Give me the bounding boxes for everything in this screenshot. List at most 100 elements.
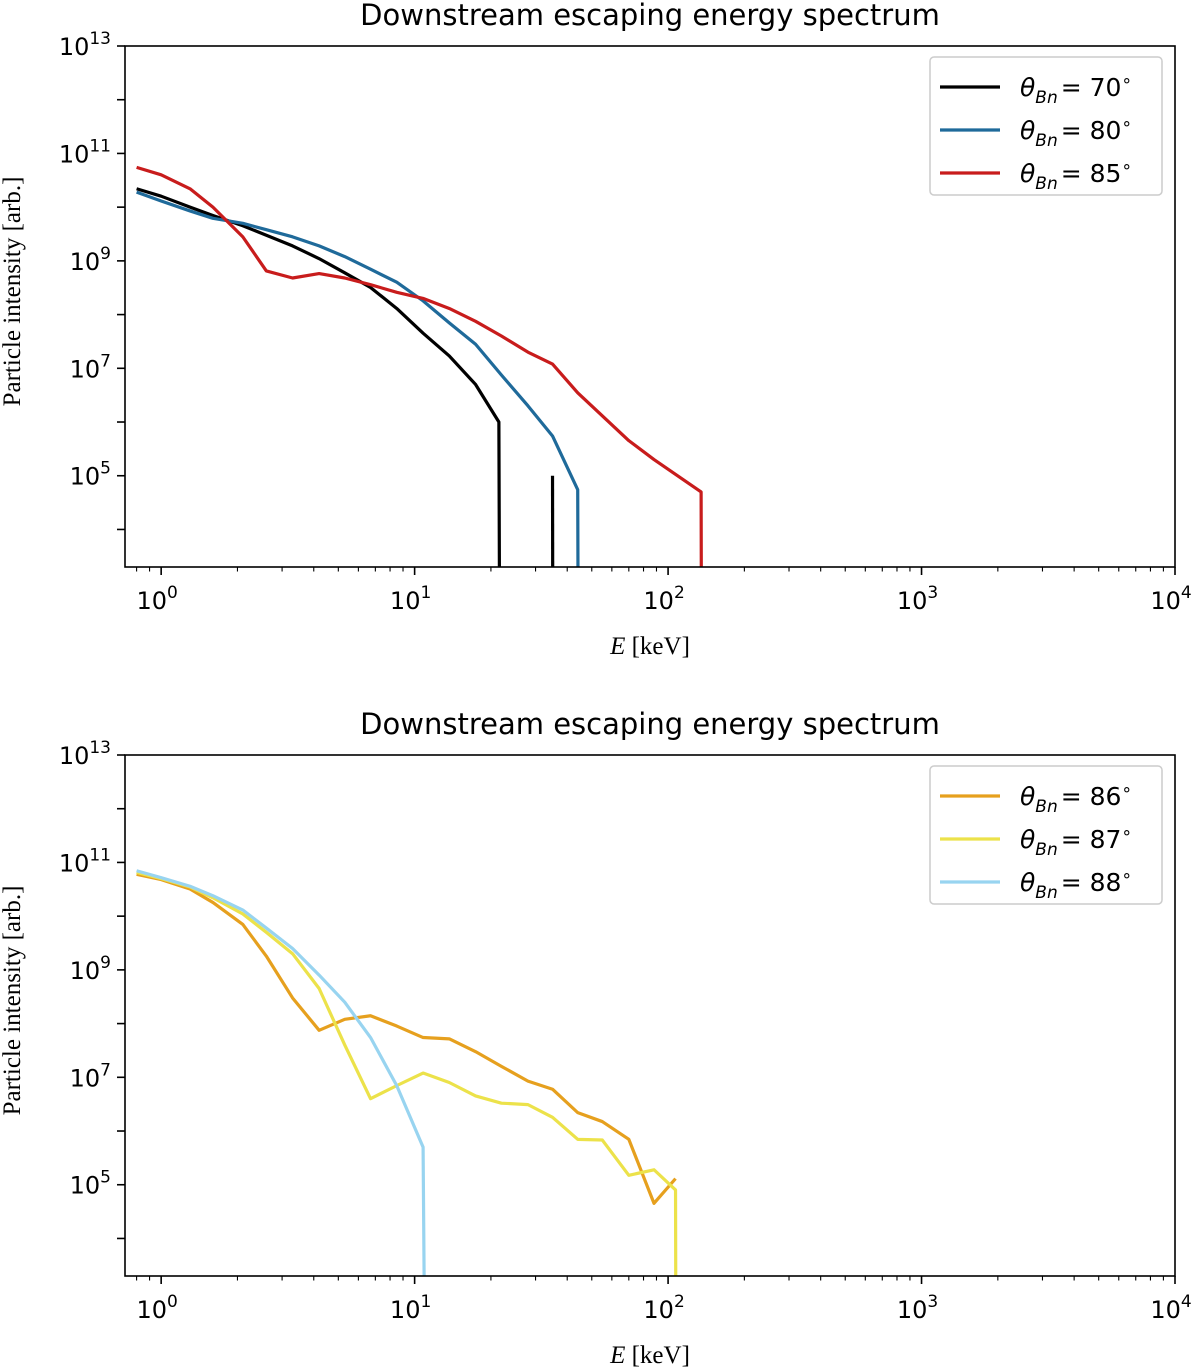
legend: θBn = 86∘θBn = 87∘θBn = 88∘ bbox=[929, 765, 1163, 905]
tick-exponent: 7 bbox=[100, 1060, 111, 1080]
tick-base: 10 bbox=[59, 849, 90, 877]
legend-value: = 85 bbox=[1061, 159, 1122, 188]
legend-label: θBn = 87∘ bbox=[1020, 823, 1132, 860]
bottom-chart: Downstream escaping energy spectrum 100 1… bbox=[0, 707, 1192, 1368]
x-axis-variable: E bbox=[609, 1342, 625, 1368]
tick-exponent: 11 bbox=[89, 136, 111, 156]
tick-base: 10 bbox=[390, 1296, 421, 1324]
legend-symbol: θ bbox=[1020, 73, 1035, 102]
chart-title: Downstream escaping energy spectrum bbox=[360, 707, 940, 741]
tick-base: 10 bbox=[59, 33, 90, 61]
tick-exponent: 1 bbox=[420, 583, 431, 603]
y-tick-label: 107 bbox=[70, 351, 111, 383]
axes-frame bbox=[124, 754, 1176, 1277]
tick-base: 10 bbox=[59, 742, 90, 770]
legend-degree: ∘ bbox=[1121, 780, 1132, 800]
x-tick-label: 101 bbox=[390, 1292, 431, 1324]
tick-base: 10 bbox=[70, 957, 101, 985]
legend-symbol: θ bbox=[1020, 825, 1035, 854]
tick-base: 10 bbox=[70, 1064, 101, 1092]
tick-exponent: 13 bbox=[89, 29, 111, 49]
tick-exponent: 1 bbox=[420, 1292, 431, 1312]
legend-value: = 87 bbox=[1061, 825, 1122, 854]
legend-label: θBn = 80∘ bbox=[1020, 114, 1132, 151]
x-axis-unit: [keV] bbox=[632, 633, 690, 660]
chart-title: Downstream escaping energy spectrum bbox=[360, 0, 940, 32]
legend-subscript: Bn bbox=[1035, 174, 1057, 194]
tick-exponent: 4 bbox=[1181, 583, 1192, 603]
tick-exponent: 4 bbox=[1181, 1292, 1192, 1312]
series-group bbox=[136, 869, 678, 1276]
y-axis-label: Particle intensity [arb.] bbox=[0, 177, 26, 407]
y-tick-label: 1013 bbox=[59, 29, 111, 61]
tick-base: 10 bbox=[390, 587, 421, 615]
x-tick-label: 104 bbox=[1150, 583, 1191, 615]
legend-value: = 70 bbox=[1061, 73, 1122, 102]
x-axis-unit: [keV] bbox=[632, 1342, 690, 1368]
tick-exponent: 9 bbox=[100, 953, 111, 973]
y-axis-label: Particle intensity [arb.] bbox=[0, 886, 26, 1116]
tick-base: 10 bbox=[1150, 587, 1181, 615]
tick-base: 10 bbox=[643, 587, 674, 615]
series-line-2 bbox=[136, 190, 580, 567]
series-line-1 bbox=[136, 187, 501, 567]
legend-label: θBn = 70∘ bbox=[1020, 71, 1132, 108]
x-tick-label: 101 bbox=[390, 583, 431, 615]
tick-base: 10 bbox=[70, 1172, 101, 1200]
x-axis-label: E [keV] bbox=[609, 633, 690, 660]
tick-base: 10 bbox=[70, 248, 101, 276]
legend: θBn = 70∘θBn = 80∘θBn = 85∘ bbox=[929, 56, 1163, 196]
legend-symbol: θ bbox=[1020, 159, 1035, 188]
x-tick-label: 104 bbox=[1150, 1292, 1191, 1324]
top-chart: Downstream escaping energy spectrum 100 1… bbox=[0, 0, 1192, 660]
y-tick-label: 1011 bbox=[59, 845, 111, 877]
x-tick-label: 103 bbox=[897, 583, 938, 615]
tick-exponent: 13 bbox=[89, 738, 111, 758]
tick-exponent: 5 bbox=[100, 459, 111, 479]
tick-exponent: 3 bbox=[927, 1292, 938, 1312]
tick-exponent: 9 bbox=[100, 244, 111, 264]
series-line-2 bbox=[136, 870, 678, 1276]
series-line-1 bbox=[136, 872, 677, 1205]
tick-base: 10 bbox=[59, 140, 90, 168]
y-tick-label: 105 bbox=[70, 459, 111, 491]
legend-value: = 86 bbox=[1061, 782, 1122, 811]
tick-base: 10 bbox=[70, 355, 101, 383]
tick-base: 10 bbox=[643, 1296, 674, 1324]
legend-symbol: θ bbox=[1020, 782, 1035, 811]
tick-base: 10 bbox=[136, 587, 167, 615]
x-axis-variable: E bbox=[609, 633, 625, 660]
legend-value: = 88 bbox=[1061, 868, 1122, 897]
tick-base: 10 bbox=[897, 587, 928, 615]
tick-base: 10 bbox=[136, 1296, 167, 1324]
x-tick-label: 102 bbox=[643, 583, 684, 615]
legend-subscript: Bn bbox=[1035, 797, 1057, 817]
tick-exponent: 2 bbox=[674, 1292, 685, 1312]
y-tick-label: 1013 bbox=[59, 738, 111, 770]
legend-box bbox=[929, 765, 1163, 905]
axes-frame bbox=[124, 45, 1176, 568]
legend-subscript: Bn bbox=[1035, 131, 1057, 151]
legend-label: θBn = 88∘ bbox=[1020, 866, 1132, 903]
tick-exponent: 2 bbox=[674, 583, 685, 603]
tick-exponent: 0 bbox=[167, 1292, 178, 1312]
legend-degree: ∘ bbox=[1121, 823, 1132, 843]
y-tick-label: 105 bbox=[70, 1168, 111, 1200]
series-line-3 bbox=[136, 165, 703, 567]
legend-degree: ∘ bbox=[1121, 866, 1132, 886]
y-tick-label: 109 bbox=[70, 953, 111, 985]
x-axis-label: E [keV] bbox=[609, 1342, 690, 1368]
tick-base: 10 bbox=[897, 1296, 928, 1324]
x-tick-label: 102 bbox=[643, 1292, 684, 1324]
legend-degree: ∘ bbox=[1121, 157, 1132, 177]
y-tick-label: 107 bbox=[70, 1060, 111, 1092]
y-tick-label: 1011 bbox=[59, 136, 111, 168]
tick-exponent: 11 bbox=[89, 845, 111, 865]
legend-label: θBn = 85∘ bbox=[1020, 157, 1132, 194]
tick-exponent: 7 bbox=[100, 351, 111, 371]
series-group bbox=[136, 165, 703, 567]
legend-subscript: Bn bbox=[1035, 840, 1057, 860]
